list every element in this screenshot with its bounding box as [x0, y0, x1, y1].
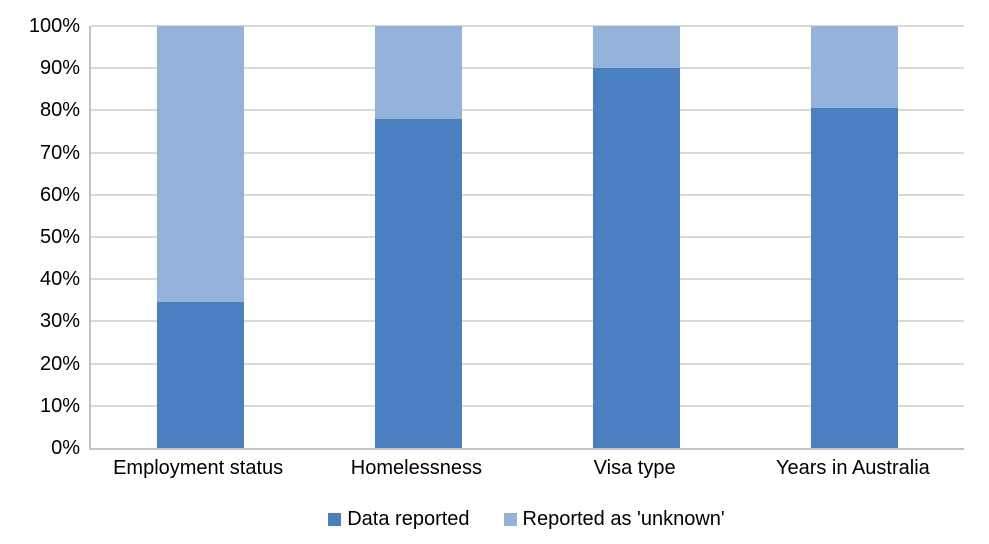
gridline-10: [91, 404, 964, 407]
legend-swatch-icon: [328, 512, 342, 526]
x-axis-category-label: Homelessness: [350, 457, 482, 479]
y-axis-tick-label: 100%: [28, 15, 80, 37]
y-axis-tick-label: 0%: [51, 437, 80, 459]
y-axis-tick-label: 50%: [39, 226, 80, 248]
gridline-50: [91, 236, 964, 238]
bar-segment-unknown-1: [374, 26, 462, 119]
bar-segment-data-reported-3: [811, 108, 899, 448]
bar-segment-data-reported-2: [593, 68, 681, 448]
y-axis-tick-label: 90%: [39, 57, 80, 80]
y-axis-tick-label: 30%: [39, 310, 80, 333]
bar-segment-unknown-3: [811, 26, 899, 109]
gridline-60: [91, 193, 964, 196]
y-axis-tick-label: 40%: [39, 268, 80, 291]
legend: Data reported Reported as 'unknown': [89, 505, 964, 533]
legend-swatch-icon: [503, 512, 517, 526]
y-axis-tick-label: 10%: [39, 394, 80, 417]
legend-label: Data reported: [347, 508, 470, 530]
bar-segment-unknown-2: [593, 26, 681, 69]
x-axis-category-label: Years in Australia: [775, 457, 930, 479]
legend-item-data-reported: Data reported: [328, 507, 470, 531]
x-axis-category-label: Employment status: [113, 457, 284, 479]
y-axis-tick-label: 20%: [39, 352, 80, 375]
legend-label: Reported as 'unknown': [522, 508, 725, 530]
y-axis: 0% 10% 20% 30% 40% 50% 60% 70% 80% 90% 100%: [0, 15, 80, 459]
gridline-30: [91, 320, 964, 323]
gridline-40: [91, 278, 964, 281]
plot-area: [89, 25, 964, 450]
legend-item-reported-as-unknown: Reported as 'unknown': [503, 507, 725, 531]
gridline-90: [91, 67, 964, 70]
bar-segment-unknown-0: [156, 26, 244, 303]
y-axis-tick-label: 60%: [39, 183, 80, 206]
y-axis-tick-label: 70%: [39, 141, 80, 164]
gridline-70: [91, 151, 964, 154]
gridline-20: [91, 362, 964, 365]
x-axis-category-label: Visa type: [593, 457, 676, 479]
y-axis-tick-label: 80%: [39, 99, 80, 122]
x-axis: Employment status Homelessness Visa type Ye…: [89, 456, 964, 482]
bar-segment-data-reported-1: [374, 118, 462, 448]
bar-segment-data-reported-0: [156, 302, 244, 448]
gridline-80: [91, 109, 964, 112]
gridline-100: [91, 25, 964, 27]
